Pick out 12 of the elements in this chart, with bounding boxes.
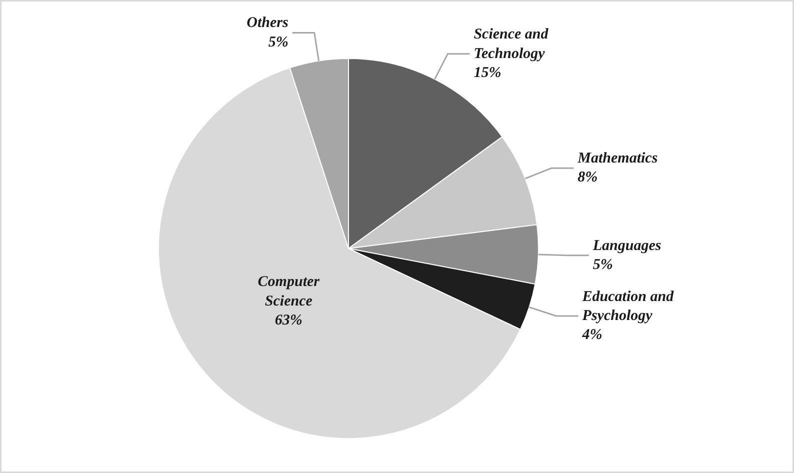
slice-label: Mathematics <box>576 150 658 166</box>
slice-label: Others <box>246 15 288 32</box>
slice-label: Education and Psychology <box>581 288 674 324</box>
data-label: 5% <box>268 34 288 50</box>
data-label: 4% <box>581 327 602 344</box>
slice-label: Languages <box>592 238 662 254</box>
data-label: 15% <box>474 65 502 82</box>
slice-label: Computer Science <box>258 274 320 310</box>
data-label: 5% <box>592 256 613 273</box>
slice-label: Science and Technology <box>474 26 549 62</box>
data-label: 63% <box>274 312 302 328</box>
data-label: 8% <box>578 170 598 186</box>
